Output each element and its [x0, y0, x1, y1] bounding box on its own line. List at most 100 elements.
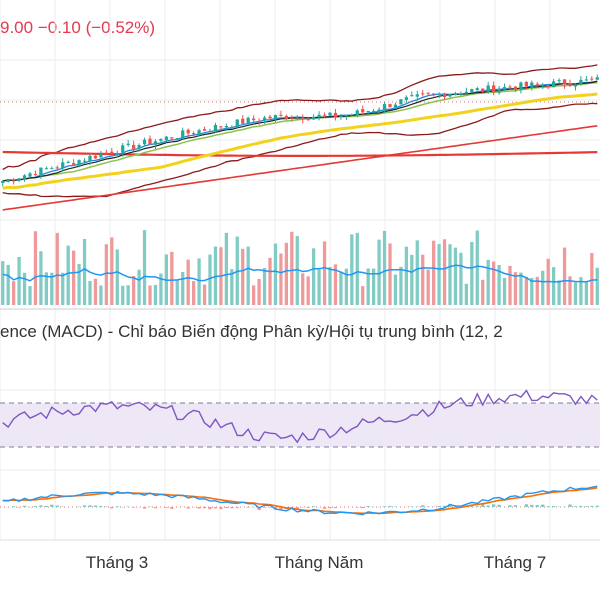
macd-histogram-bar	[481, 503, 485, 507]
macd-histogram-bar	[44, 505, 48, 507]
candle-body	[404, 97, 408, 100]
volume-bar	[404, 246, 408, 305]
candle-body	[33, 173, 38, 176]
volume-bar	[252, 285, 256, 305]
candle-body	[44, 168, 48, 170]
ma-long-line	[2, 125, 598, 211]
candle-body	[361, 109, 365, 113]
volume-bar	[12, 281, 16, 305]
volume-bar	[284, 242, 288, 305]
candle-body	[470, 89, 474, 93]
volume-bar	[442, 239, 447, 305]
macd-histogram-bar	[497, 504, 501, 507]
volume-bar	[388, 243, 392, 305]
candle-body	[552, 81, 556, 88]
volume-bar	[535, 276, 539, 305]
macd-histogram-bar	[366, 506, 370, 507]
volume-bar	[121, 285, 125, 305]
volume-bar	[382, 230, 387, 305]
candle-body	[513, 86, 518, 90]
volume-bar	[208, 254, 212, 305]
candle-body	[317, 114, 321, 118]
volume-bar	[77, 263, 81, 305]
volume-bar	[421, 254, 425, 305]
macd-histogram-bar	[508, 505, 512, 507]
candle-body	[110, 151, 114, 154]
volume-bar	[241, 248, 245, 305]
volume-bar	[181, 271, 185, 305]
macd-histogram-bar	[39, 505, 43, 507]
macd-histogram-bar	[170, 507, 174, 509]
volume-bar	[372, 268, 376, 305]
macd-histogram-bar	[579, 505, 583, 507]
volume-bar	[333, 264, 338, 305]
candle-body	[415, 94, 419, 97]
candle-body	[322, 114, 327, 116]
volume-bar	[6, 264, 10, 305]
macd-histogram-bar	[197, 507, 201, 509]
macd-histogram-bar	[535, 505, 539, 507]
macd-histogram-bar	[50, 504, 54, 507]
volume-bar	[175, 279, 179, 305]
candle-body	[153, 141, 158, 145]
candle-body	[262, 117, 267, 120]
volume-bar	[470, 241, 474, 305]
volume-bar	[410, 254, 414, 305]
volume-bar	[126, 285, 130, 305]
volume-bar	[437, 244, 441, 305]
candle-body	[252, 118, 256, 121]
volume-bar	[197, 258, 201, 305]
candle-body	[519, 82, 523, 91]
volume-bar	[192, 281, 196, 305]
candle-body	[541, 84, 545, 86]
macd-line	[2, 485, 598, 516]
macd-histogram-bar	[595, 505, 599, 507]
volume-bar	[262, 267, 267, 305]
volume-bar	[104, 244, 108, 305]
macd-histogram-bar	[202, 507, 207, 509]
volume-bar	[88, 280, 92, 305]
volume-bar	[273, 243, 278, 305]
volume-bar	[1, 261, 5, 305]
candle-body	[268, 116, 272, 119]
macd-histogram-bar	[322, 507, 327, 509]
candle-body	[508, 86, 512, 88]
macd-histogram-bar	[142, 507, 147, 509]
macd-histogram-bar	[584, 506, 588, 507]
candle-body	[306, 118, 310, 120]
volume-bar	[295, 235, 299, 305]
volume-bar	[50, 272, 54, 305]
volume-bar	[159, 273, 163, 305]
bollinger-upper	[2, 64, 598, 171]
macd-histogram-bar	[17, 507, 21, 508]
candle-body	[121, 145, 125, 153]
macd-histogram-bar	[306, 507, 310, 508]
volume-bar	[72, 250, 76, 305]
volume-bar	[268, 257, 272, 305]
macd-histogram-bar	[568, 504, 572, 507]
ma-mid-line	[2, 81, 598, 182]
volume-bar	[513, 272, 518, 305]
candle-body	[181, 130, 185, 139]
candle-body	[557, 80, 561, 82]
candle-body	[301, 117, 305, 120]
candle-body	[175, 138, 179, 140]
candle-body	[17, 178, 21, 180]
candle-body	[192, 133, 196, 135]
volume-bar	[595, 267, 599, 305]
volume-bar	[519, 272, 523, 305]
candle-body	[1, 181, 5, 183]
macd-histogram-bar	[279, 507, 283, 510]
volume-bar	[230, 269, 234, 305]
price-header: 9.00 −0.10 (−0.52%)	[0, 18, 155, 38]
macd-histogram-bar	[208, 507, 212, 510]
volume-bar	[562, 247, 567, 305]
candle-body	[437, 93, 441, 95]
candle-body	[328, 112, 332, 116]
candle-body	[77, 160, 81, 167]
volume-bar	[142, 230, 147, 305]
candle-body	[399, 99, 403, 105]
candle-body	[219, 126, 223, 128]
candle-body	[448, 94, 452, 97]
